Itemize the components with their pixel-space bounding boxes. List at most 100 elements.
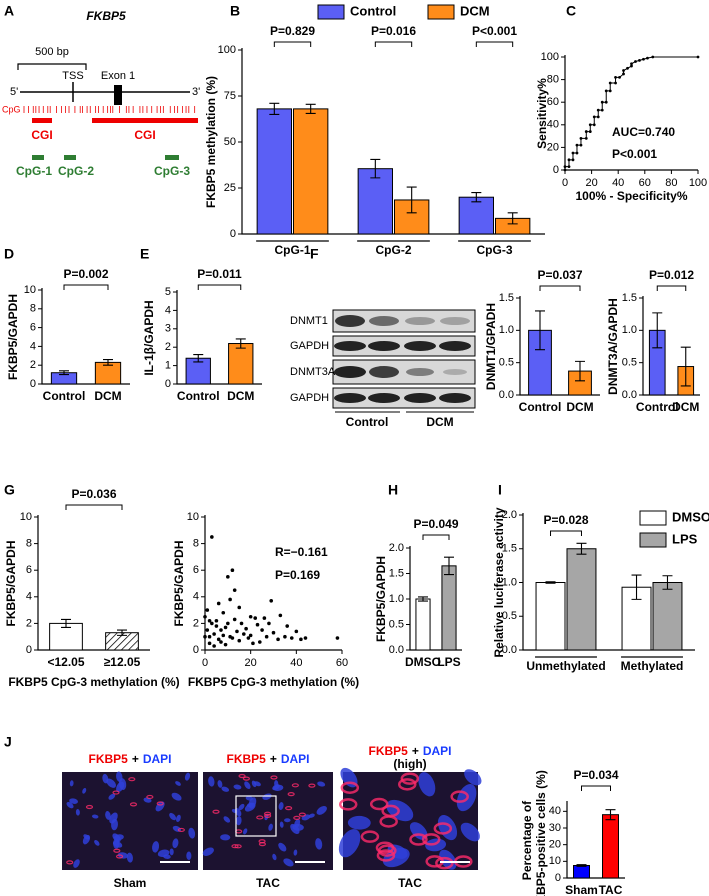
point <box>244 626 248 631</box>
y-tick-label: 1 <box>165 360 171 372</box>
gene-diagram: FKBP5 500 bp 5' 3' TSS Exon 1 CpG CGI CG… <box>2 9 200 178</box>
point <box>223 625 228 630</box>
fkbp5-signal <box>378 844 397 857</box>
point <box>303 636 308 640</box>
fkbp5-signal <box>128 777 136 782</box>
fkbp5-signal <box>409 833 428 846</box>
y-tick-label: 5 <box>165 286 171 298</box>
y-tick-label: 20 <box>549 839 561 851</box>
point <box>294 629 299 634</box>
x-tick-label: Control <box>636 400 679 414</box>
point <box>642 57 645 61</box>
y-tick-label: 2.0 <box>389 542 404 554</box>
y-axis-label: Percentage of <box>520 800 534 880</box>
bar <box>573 865 590 879</box>
fkbp5-signal <box>421 833 441 846</box>
legend-label: DMSO <box>672 509 709 524</box>
region-bar <box>32 155 44 160</box>
point <box>210 621 214 626</box>
point <box>579 136 583 140</box>
x-tick-label: DCM <box>566 400 593 414</box>
point <box>212 644 216 648</box>
y-tick-label: 25 <box>224 182 236 194</box>
y-tick-label: 1.5 <box>502 543 517 555</box>
point <box>575 143 579 147</box>
panel-label: C <box>566 3 576 19</box>
point <box>212 632 216 636</box>
point <box>251 641 255 646</box>
stain-header: FKBP5 + DAPI <box>368 744 451 758</box>
fkbp5-signal <box>156 801 164 806</box>
panel-label: E <box>140 246 149 262</box>
point <box>567 158 571 162</box>
p-value: P=0.012 <box>649 268 694 282</box>
fkbp5-signal <box>231 844 239 849</box>
point <box>207 634 212 639</box>
stain-name: FKBP5 <box>88 752 128 766</box>
error-bar <box>471 192 482 203</box>
point <box>299 637 303 642</box>
nucleus <box>248 797 257 809</box>
x-tick-label: <12.05 <box>47 655 84 669</box>
cpg-sites <box>23 106 196 113</box>
comparison-bracket <box>374 41 413 47</box>
cpg-label: CpG <box>2 104 21 114</box>
region-bar <box>64 155 76 160</box>
comparison-bracket <box>539 285 581 291</box>
blot-label: GAPDH <box>290 392 329 404</box>
y-tick-label: 0.5 <box>499 357 514 369</box>
point <box>622 72 625 76</box>
nucleus <box>283 858 294 867</box>
nucleus <box>284 818 291 823</box>
x-tick-label: 0 <box>562 177 568 189</box>
point <box>267 621 271 626</box>
comparison-bracket <box>550 530 582 536</box>
point <box>205 608 210 612</box>
x-tick-label: ≥12.05 <box>104 655 141 669</box>
y-tick-label: 8 <box>193 538 199 550</box>
y-tick-label: 2 <box>26 617 32 629</box>
legend-label: DCM <box>460 3 490 18</box>
five-prime: 5' <box>10 86 18 98</box>
y-tick-label: 1.5 <box>499 292 514 304</box>
nucleus <box>315 838 323 850</box>
point <box>230 636 235 640</box>
nucleus <box>175 781 181 786</box>
nucleus <box>75 808 80 816</box>
fkbp5-signal <box>398 778 417 791</box>
p-value: P=0.049 <box>413 517 458 531</box>
point <box>563 168 567 172</box>
point <box>221 610 226 615</box>
nucleus <box>464 769 482 786</box>
fkbp5-signal <box>212 809 220 814</box>
fkbp5-signal <box>270 775 278 780</box>
x-tick-label: CpG-1 <box>275 243 311 257</box>
fkbp5-signal <box>376 849 396 862</box>
point <box>207 641 212 646</box>
error-bar <box>575 360 585 382</box>
y-tick-label: 1.0 <box>502 576 517 588</box>
nucleus <box>347 815 371 830</box>
nucleus <box>244 781 251 789</box>
point <box>219 640 223 644</box>
fkbp5-signal <box>66 860 74 865</box>
y-tick-label: 4 <box>26 591 32 603</box>
cgi-label: CGI <box>134 128 155 142</box>
fkbp5-signal <box>256 815 264 820</box>
p-value: P=0.036 <box>71 487 116 501</box>
point <box>651 55 655 59</box>
point <box>285 624 290 628</box>
region-label: CpG-1 <box>16 164 52 178</box>
error-bar <box>103 359 113 366</box>
nucleus <box>91 814 99 819</box>
nucleus <box>105 811 111 820</box>
region-label: CpG-2 <box>58 164 94 178</box>
y-tick-label: 4 <box>30 340 36 352</box>
nucleus <box>272 784 280 791</box>
point <box>262 616 267 620</box>
nucleus <box>292 823 304 831</box>
nucleus <box>278 802 284 810</box>
point <box>575 151 579 155</box>
nucleus <box>316 805 327 815</box>
p-value: P=0.016 <box>371 24 416 38</box>
